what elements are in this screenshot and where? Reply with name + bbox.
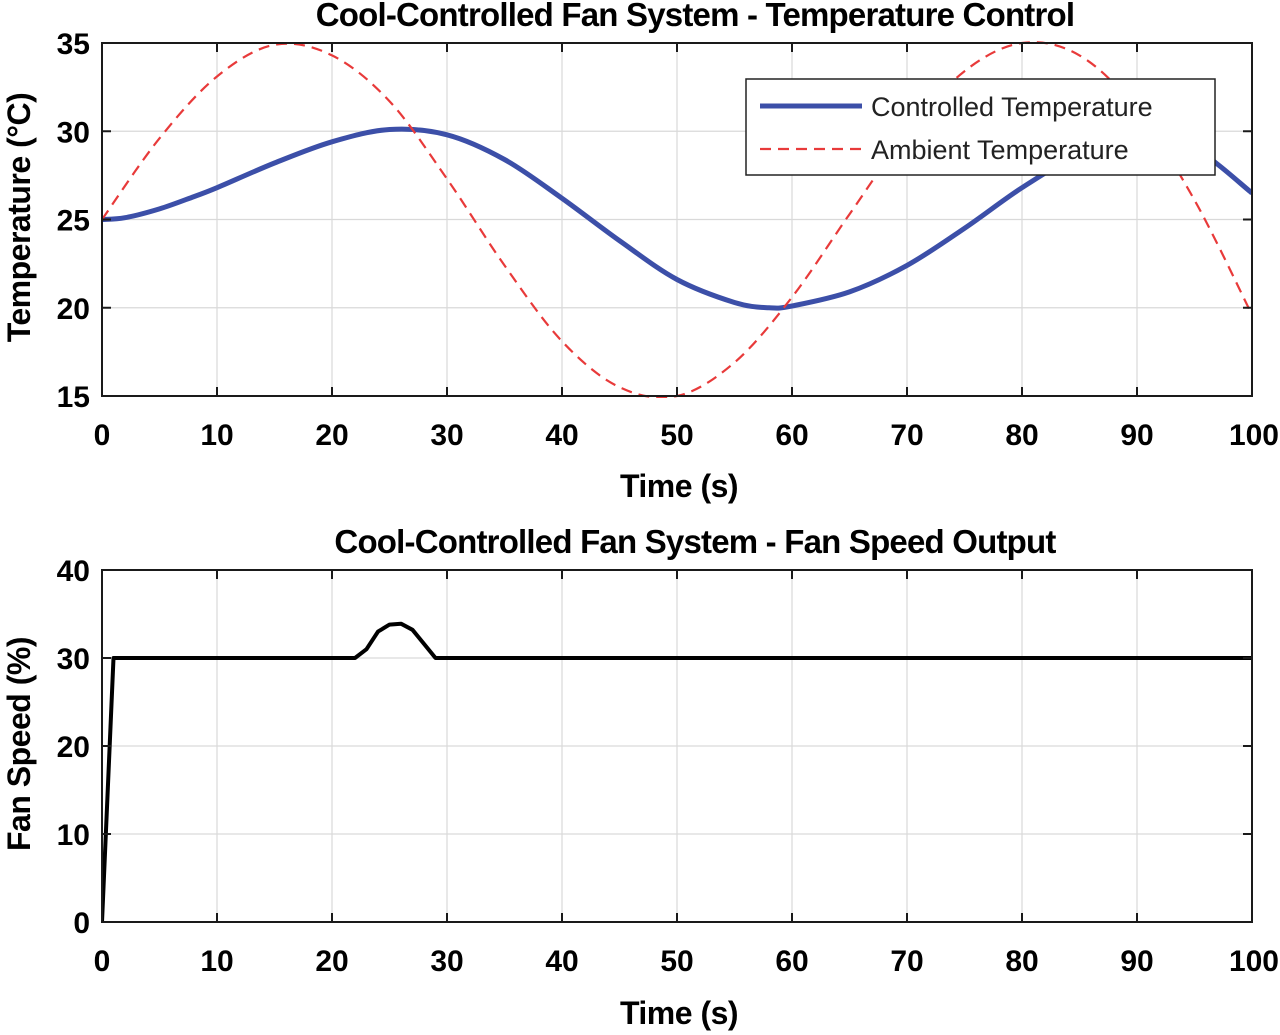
x-axis-label: Time (s) [620, 468, 738, 504]
legend-box [745, 78, 1216, 176]
y-tick-label: 0 [73, 907, 90, 940]
legend-entry: Controlled Temperature [871, 92, 1153, 122]
x-tick-label: 60 [775, 945, 808, 978]
x-tick-label: 20 [315, 419, 348, 452]
y-tick-label: 35 [57, 28, 90, 61]
x-axis-label: Time (s) [620, 995, 738, 1031]
x-tick-label: 70 [890, 419, 923, 452]
x-tick-label: 50 [660, 945, 693, 978]
chart-panel-2: 0 10 20 30 40 50 60 70 80 90 100 0 10 20 30 40 Cool-Cont… [1, 523, 1279, 1031]
x-tick-label: 50 [660, 419, 693, 452]
x-tick-label: 80 [1005, 945, 1038, 978]
x-tick-label: 10 [200, 419, 233, 452]
y-tick-label: 15 [57, 381, 90, 414]
y-tick-label: 20 [57, 731, 90, 764]
y-tick-label: 30 [57, 643, 90, 676]
legend-entry: Ambient Temperature [871, 135, 1129, 165]
series-line-controlled-temperature [102, 126, 1252, 311]
y-tick-label: 25 [57, 205, 90, 238]
y-tick-label: 10 [57, 819, 90, 852]
x-tick-label: 90 [1120, 419, 1153, 452]
x-tick-label: 80 [1005, 419, 1038, 452]
y-tick-label: 40 [57, 555, 90, 588]
x-tick-label: 90 [1120, 945, 1153, 978]
y-tick-label: 30 [57, 116, 90, 149]
x-tick-label: 0 [94, 945, 111, 978]
x-tick-label: 100 [1229, 419, 1279, 452]
y-axis-label: Fan Speed (%) [1, 637, 37, 851]
chart-title: Cool-Controlled Fan System - Temperature… [316, 0, 1075, 33]
chart-panel-1: 0 10 20 30 40 50 60 70 80 90 100 15 20 25 30 35 Cool-Con… [1, 0, 1279, 504]
chart-title: Cool-Controlled Fan System - Fan Speed O… [334, 523, 1056, 560]
x-tick-label: 10 [200, 945, 233, 978]
x-tick-label: 60 [775, 419, 808, 452]
x-tick-label: 70 [890, 945, 923, 978]
x-tick-label: 100 [1229, 945, 1279, 978]
x-tick-label: 40 [545, 945, 578, 978]
x-tick-label: 30 [430, 945, 463, 978]
y-tick-label: 20 [57, 293, 90, 326]
legend: Controlled Temperature Ambient Temperatur… [745, 78, 1216, 176]
x-tick-label: 30 [430, 419, 463, 452]
x-tick-label: 0 [94, 419, 111, 452]
series-line-fan-speed [102, 621, 1252, 923]
x-tick-label: 20 [315, 945, 348, 978]
y-axis-label: Temperature (°C) [1, 93, 37, 343]
x-tick-label: 40 [545, 419, 578, 452]
